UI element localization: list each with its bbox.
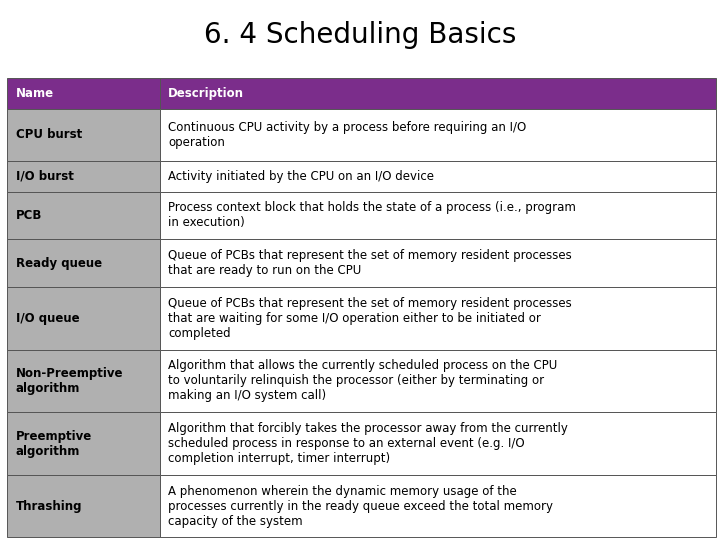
Bar	[7, 412, 160, 475]
Bar	[160, 192, 716, 239]
Text: Process context block that holds the state of a process (i.e., program
in execut: Process context block that holds the sta…	[168, 201, 576, 229]
Bar	[160, 78, 716, 109]
Bar	[7, 239, 160, 287]
Text: I/O burst: I/O burst	[16, 170, 73, 183]
Text: Ready queue: Ready queue	[16, 257, 102, 270]
Bar	[7, 109, 160, 161]
Text: Thrashing: Thrashing	[16, 500, 82, 512]
Text: Preemptive
algorithm: Preemptive algorithm	[16, 429, 92, 457]
Bar	[160, 350, 716, 412]
Text: Non-Preemptive
algorithm: Non-Preemptive algorithm	[16, 367, 123, 395]
Bar	[160, 161, 716, 192]
Text: Queue of PCBs that represent the set of memory resident processes
that are ready: Queue of PCBs that represent the set of …	[168, 249, 572, 278]
Bar	[160, 109, 716, 161]
Text: Name: Name	[16, 87, 54, 100]
Bar	[7, 192, 160, 239]
Text: Algorithm that allows the currently scheduled process on the CPU
to voluntarily : Algorithm that allows the currently sche…	[168, 360, 557, 402]
Text: Description: Description	[168, 87, 244, 100]
Bar	[7, 78, 160, 109]
Text: I/O queue: I/O queue	[16, 312, 79, 325]
Text: 6. 4 Scheduling Basics: 6. 4 Scheduling Basics	[204, 21, 516, 49]
Bar	[7, 475, 160, 537]
Bar	[160, 239, 716, 287]
Text: Queue of PCBs that represent the set of memory resident processes
that are waiti: Queue of PCBs that represent the set of …	[168, 297, 572, 340]
Bar	[7, 161, 160, 192]
Bar	[7, 287, 160, 350]
Bar	[160, 412, 716, 475]
Bar	[7, 350, 160, 412]
Text: Continuous CPU activity by a process before requiring an I/O
operation: Continuous CPU activity by a process bef…	[168, 121, 526, 149]
Bar	[160, 475, 716, 537]
Text: A phenomenon wherein the dynamic memory usage of the
processes currently in the : A phenomenon wherein the dynamic memory …	[168, 484, 553, 528]
Text: PCB: PCB	[16, 209, 42, 222]
Bar	[160, 287, 716, 350]
Text: Activity initiated by the CPU on an I/O device: Activity initiated by the CPU on an I/O …	[168, 170, 434, 183]
Text: CPU burst: CPU burst	[16, 129, 82, 141]
Text: Algorithm that forcibly takes the processor away from the currently
scheduled pr: Algorithm that forcibly takes the proces…	[168, 422, 568, 465]
